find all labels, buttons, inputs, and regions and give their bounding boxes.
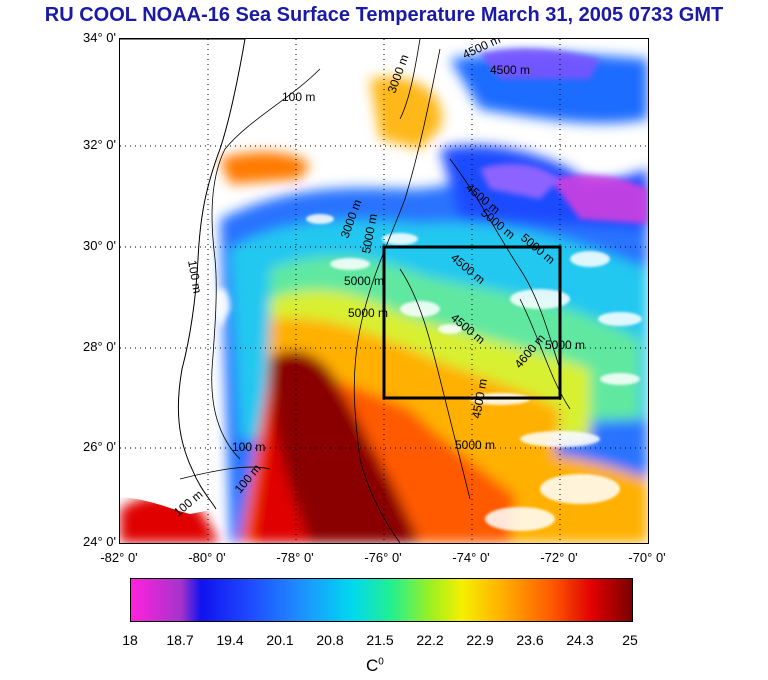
lat-label-26: 26° 0' xyxy=(83,439,116,454)
colorbar-tick: 22.9 xyxy=(466,632,494,648)
sst-map: 100 m 100 m 100 m 100 m 100 m 3000 m 300… xyxy=(119,38,649,544)
colorbar-tick: 18.7 xyxy=(166,632,194,648)
lon-label-74: -74° 0' xyxy=(452,550,490,565)
study-area-box xyxy=(382,245,562,400)
units-superscript: 0 xyxy=(378,656,384,668)
colorbar-tick: 20.8 xyxy=(316,632,344,648)
map-title: RU COOL NOAA-16 Sea Surface Temperature … xyxy=(44,4,724,26)
lat-label-30: 30° 0' xyxy=(83,238,116,253)
contour-label: 100 m xyxy=(232,440,265,454)
contour-label: 5000 m xyxy=(455,438,495,452)
contour-label: 5000 m xyxy=(359,213,380,255)
lon-label-80: -80° 0' xyxy=(188,550,226,565)
land-mask xyxy=(120,39,246,514)
contour-label: 5000 m xyxy=(344,274,384,288)
sst-field xyxy=(120,48,648,543)
colorbar-tick: 22.2 xyxy=(416,632,444,648)
temperature-colorbar xyxy=(130,578,633,622)
contour-label: 100 m xyxy=(185,259,205,294)
colorbar-tick: 20.1 xyxy=(266,632,294,648)
contour-label: 4500 m xyxy=(469,378,490,420)
colorbar-tick: 25 xyxy=(622,632,638,648)
contour-label: 100 m xyxy=(282,90,315,104)
lon-label-78: -78° 0' xyxy=(276,550,314,565)
lat-label-32: 32° 0' xyxy=(83,137,116,152)
lon-label-70: -70° 0' xyxy=(628,550,666,565)
colorbar-tick: 21.5 xyxy=(366,632,394,648)
sst-map-canvas: 100 m 100 m 100 m 100 m 100 m 3000 m 300… xyxy=(120,39,648,543)
lon-label-76: -76° 0' xyxy=(364,550,402,565)
colorbar-units: C0 xyxy=(366,656,384,676)
lat-label-34: 34° 0' xyxy=(83,30,116,45)
bathymetry-contours xyxy=(179,39,571,543)
units-letter: C xyxy=(366,656,379,675)
contour-label: 5000 m xyxy=(545,338,585,352)
contour-label: 4500 m xyxy=(490,63,530,77)
colorbar-tick: 24.3 xyxy=(566,632,594,648)
colorbar-tick: 23.6 xyxy=(516,632,544,648)
contour-label: 5000 m xyxy=(348,306,388,320)
lat-label-28: 28° 0' xyxy=(83,339,116,354)
colorbar-tick: 18 xyxy=(122,632,138,648)
lon-label-72: -72° 0' xyxy=(540,550,578,565)
lat-label-24: 24° 0' xyxy=(83,534,116,549)
lon-label-82: -82° 0' xyxy=(100,550,138,565)
colorbar-tick: 19.4 xyxy=(216,632,244,648)
